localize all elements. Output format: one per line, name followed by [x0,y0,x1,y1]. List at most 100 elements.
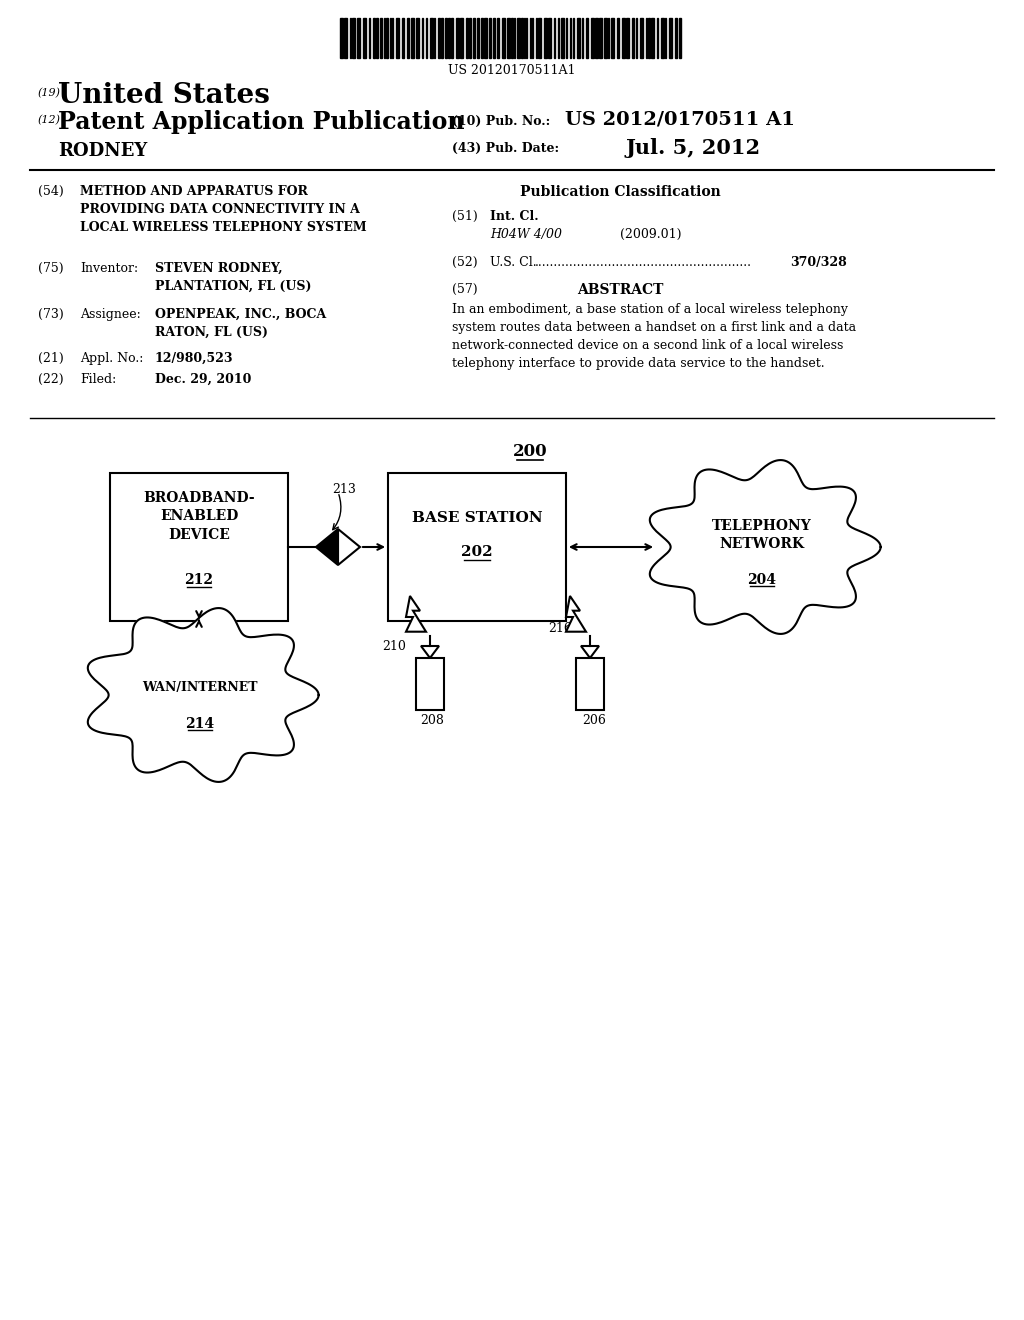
Bar [679,18,681,58]
Bar [611,18,614,58]
Text: In an embodiment, a base station of a local wireless telephony
system routes dat: In an embodiment, a base station of a lo… [452,304,856,370]
Text: METHOD AND APPARATUS FOR
PROVIDING DATA CONNECTIVITY IN A
LOCAL WIRELESS TELEPHO: METHOD AND APPARATUS FOR PROVIDING DATA … [80,185,367,234]
Text: H04W 4/00: H04W 4/00 [490,228,562,242]
Text: Appl. No.:: Appl. No.: [80,352,143,366]
Text: (54): (54) [38,185,63,198]
Bar [484,18,487,58]
Bar [386,18,388,58]
Text: (75): (75) [38,261,63,275]
Text: 208: 208 [420,714,443,727]
Bar [517,18,520,58]
Text: (22): (22) [38,374,63,385]
Bar [449,18,450,58]
Bar [460,18,463,58]
Bar [502,18,505,58]
Text: 12/980,523: 12/980,523 [155,352,233,366]
Text: US 20120170511A1: US 20120170511A1 [449,63,575,77]
Bar [577,18,580,58]
Bar [544,18,547,58]
Bar [416,18,419,58]
Text: Publication Classification: Publication Classification [519,185,720,199]
Bar [352,18,355,58]
Text: (10) Pub. No.:: (10) Pub. No.: [452,115,550,128]
Text: 210: 210 [382,640,406,653]
Text: 212: 212 [184,573,213,587]
Text: TELEPHONY
NETWORK: TELEPHONY NETWORK [712,519,812,552]
Bar [477,18,479,58]
Text: Filed:: Filed: [80,374,117,385]
Bar [416,657,444,710]
Bar [617,18,618,58]
Text: 216: 216 [548,622,571,635]
Text: ........................................................: ........................................… [535,256,752,269]
Bar [402,18,404,58]
Text: WAN/INTERNET: WAN/INTERNET [142,681,258,693]
Bar [407,18,409,58]
Text: 206: 206 [582,714,606,727]
Bar [445,18,447,58]
Text: Int. Cl.: Int. Cl. [490,210,539,223]
Bar [669,18,672,58]
Bar [376,18,378,58]
Text: (57): (57) [452,282,477,296]
Bar [662,18,664,58]
Bar [110,473,288,620]
Bar [640,18,643,58]
Bar [481,18,483,58]
Bar [396,18,399,58]
Text: 213: 213 [332,483,356,496]
Text: (43) Pub. Date:: (43) Pub. Date: [452,143,559,154]
Text: RODNEY: RODNEY [58,143,147,160]
Text: ABSTRACT: ABSTRACT [577,282,664,297]
Bar [675,18,677,58]
Bar [451,18,453,58]
Text: (51): (51) [452,210,478,223]
Bar [651,18,654,58]
Bar [599,18,602,58]
Bar [430,18,433,58]
Bar [626,18,629,58]
Text: Patent Application Publication: Patent Application Publication [58,110,465,135]
Text: BROADBAND-
ENABLED
DEVICE: BROADBAND- ENABLED DEVICE [143,491,255,541]
Polygon shape [566,597,586,632]
Bar [466,18,468,58]
Bar [380,18,382,58]
Bar [441,18,443,58]
Polygon shape [421,645,439,657]
Bar [548,18,551,58]
Bar [388,473,566,620]
Bar [595,18,598,58]
Text: United States: United States [58,82,270,110]
Bar [373,18,375,58]
Text: (21): (21) [38,352,63,366]
Text: 200: 200 [513,444,547,459]
Text: US 2012/0170511 A1: US 2012/0170511 A1 [565,111,795,129]
Text: (52): (52) [452,256,477,269]
Text: 204: 204 [748,573,776,587]
Bar [622,18,625,58]
Text: Assignee:: Assignee: [80,308,140,321]
Text: U.S. Cl.: U.S. Cl. [490,256,537,269]
Bar [648,18,650,58]
Text: Inventor:: Inventor: [80,261,138,275]
Text: Dec. 29, 2010: Dec. 29, 2010 [155,374,251,385]
Bar [632,18,634,58]
Polygon shape [406,597,426,632]
Text: (12): (12) [38,115,61,125]
Bar [340,18,343,58]
Text: (2009.01): (2009.01) [620,228,682,242]
Bar [357,18,360,58]
Text: (73): (73) [38,308,63,321]
Polygon shape [316,529,338,565]
Text: 214: 214 [185,717,215,731]
Bar [511,18,513,58]
Bar [489,18,490,58]
Polygon shape [88,609,318,781]
Polygon shape [581,645,599,657]
Text: 370/328: 370/328 [790,256,847,269]
Bar [591,18,594,58]
Text: OPENPEAK, INC., BOCA
RATON, FL (US): OPENPEAK, INC., BOCA RATON, FL (US) [155,308,327,339]
Bar [538,18,541,58]
Text: (19): (19) [38,88,61,98]
Polygon shape [338,529,360,565]
